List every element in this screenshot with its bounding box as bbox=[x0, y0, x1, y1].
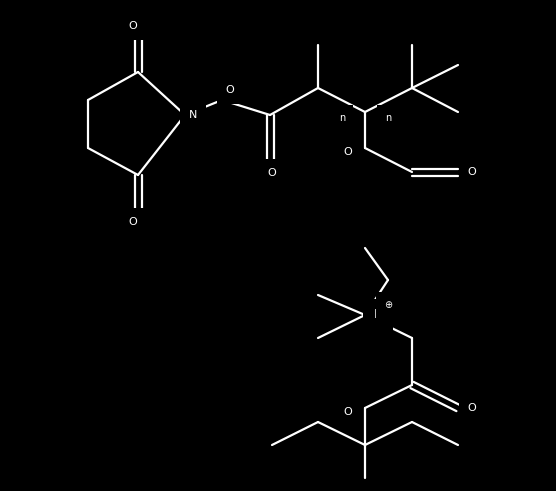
Text: O: O bbox=[267, 168, 276, 178]
Text: O: O bbox=[344, 407, 353, 417]
Text: N: N bbox=[373, 308, 383, 322]
Text: N: N bbox=[189, 110, 197, 120]
Text: O: O bbox=[468, 403, 476, 413]
Text: O: O bbox=[128, 217, 137, 227]
Text: O: O bbox=[468, 167, 476, 177]
Text: n: n bbox=[385, 113, 391, 123]
Text: O: O bbox=[226, 85, 235, 95]
Text: O: O bbox=[128, 21, 137, 31]
Text: ⊕: ⊕ bbox=[384, 300, 392, 310]
Text: n: n bbox=[339, 113, 345, 123]
Text: O: O bbox=[344, 147, 353, 157]
